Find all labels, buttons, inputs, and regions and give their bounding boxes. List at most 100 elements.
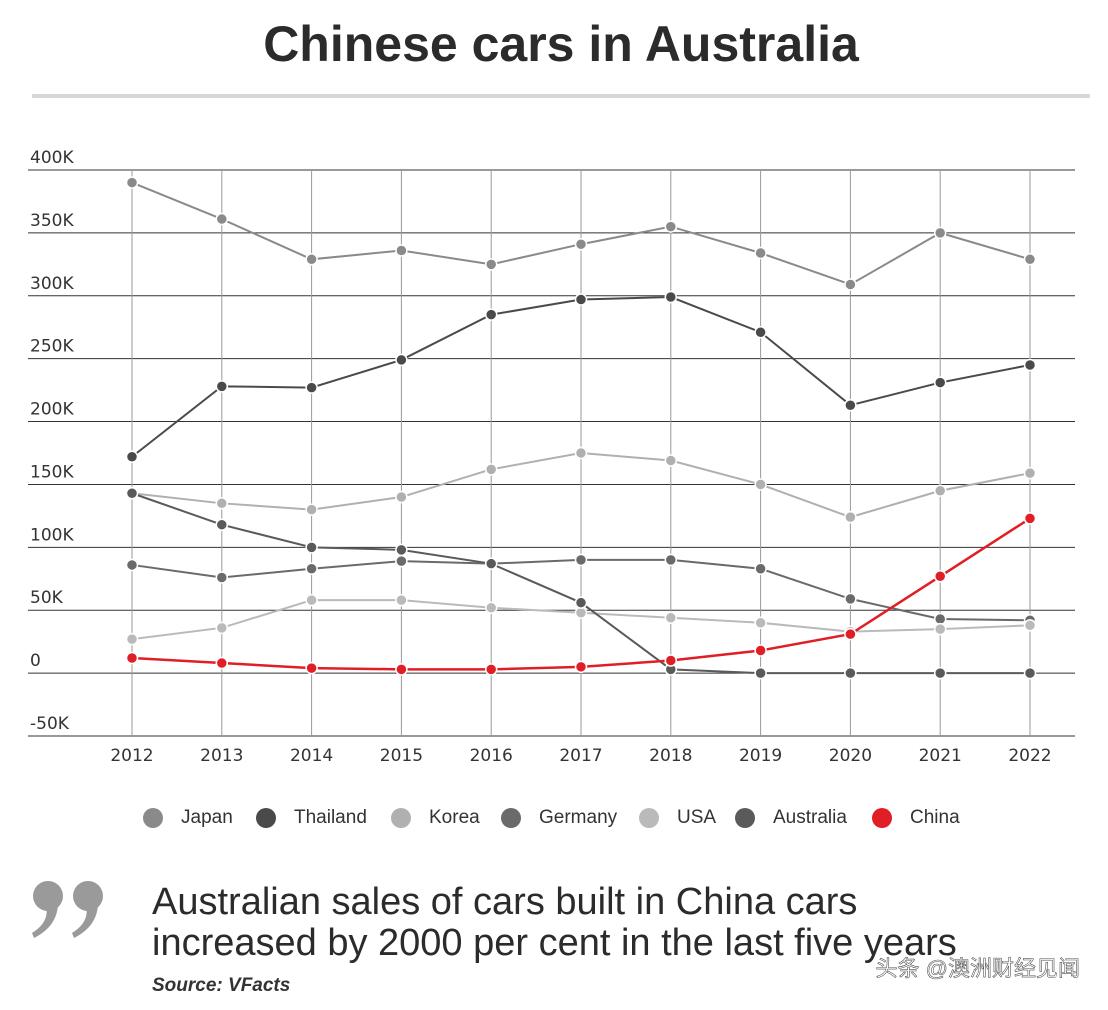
data-point: [844, 510, 857, 524]
data-point: [125, 558, 139, 572]
quote-mark: [32, 881, 103, 938]
data-point: [844, 666, 857, 680]
legend-marker: [501, 808, 521, 828]
legend-label: Germany: [539, 807, 618, 828]
y-tick-label: 200K: [30, 400, 74, 420]
data-point: [215, 518, 229, 531]
legend-marker: [872, 808, 892, 828]
data-point: [395, 593, 408, 607]
data-point: [1023, 619, 1037, 632]
data-point: [1023, 666, 1037, 680]
data-point: [305, 562, 318, 575]
data-point: [215, 212, 229, 226]
data-point: [125, 651, 139, 665]
data-point: [215, 497, 229, 510]
data-point: [484, 601, 498, 614]
data-point: [574, 293, 588, 306]
data-point: [215, 656, 229, 670]
data-point: [484, 463, 498, 476]
data-point: [1023, 253, 1037, 266]
data-point: [305, 381, 318, 394]
data-point: [664, 553, 678, 567]
data-point: [664, 290, 678, 304]
data-point: [305, 593, 318, 607]
data-point: [125, 450, 139, 464]
y-tick-label: 300K: [30, 274, 74, 294]
data-point: [933, 376, 947, 389]
data-point: [484, 308, 498, 321]
data-point: [574, 553, 588, 567]
x-tick-label: 2015: [380, 746, 423, 766]
data-point: [395, 490, 408, 504]
legend-label: Thailand: [294, 807, 367, 828]
data-point: [664, 611, 678, 625]
data-point: [395, 353, 408, 367]
data-point: [664, 454, 678, 467]
x-tick-label: 2019: [739, 746, 782, 766]
data-point: [844, 278, 857, 291]
y-tick-label: 0: [30, 651, 41, 671]
x-tick-label: 2018: [649, 746, 692, 766]
legend-marker: [639, 808, 659, 828]
source: Source: VFacts: [152, 975, 290, 996]
legend-marker: [735, 808, 755, 828]
data-point: [754, 666, 767, 680]
data-point: [844, 592, 857, 606]
data-point: [1023, 466, 1037, 480]
quote-line: Australian sales of cars built in China …: [152, 881, 857, 923]
data-point: [305, 253, 318, 266]
data-point: [125, 176, 139, 189]
data-point: [395, 663, 408, 676]
data-point: [125, 486, 139, 500]
watermark: 头条 @澳洲财经见闻: [876, 956, 1080, 981]
data-point: [754, 326, 767, 339]
x-tick-label: 2021: [919, 746, 962, 766]
data-point: [125, 632, 139, 646]
x-tick-label: 2020: [829, 746, 872, 766]
data-point: [395, 543, 408, 557]
data-point: [574, 237, 588, 251]
legend-marker: [391, 808, 411, 828]
y-tick-label: 350K: [30, 211, 74, 231]
legend-marker: [143, 808, 163, 828]
data-point: [664, 654, 678, 667]
title-rule: [32, 94, 1090, 98]
x-tick-label: 2012: [110, 746, 153, 766]
legend-label: Japan: [181, 807, 233, 828]
data-point: [1023, 512, 1037, 525]
x-tick-label: 2014: [290, 746, 333, 766]
quote-line: increased by 2000 per cent in the last f…: [152, 922, 957, 964]
data-point: [933, 484, 947, 497]
data-point: [754, 478, 767, 491]
data-point: [305, 541, 318, 554]
data-point: [574, 660, 588, 674]
data-point: [484, 557, 498, 570]
x-tick-label: 2016: [470, 746, 513, 766]
data-point: [754, 246, 767, 260]
data-point: [215, 571, 229, 584]
y-tick-label: 100K: [30, 525, 74, 545]
data-point: [933, 666, 947, 680]
data-point: [484, 663, 498, 676]
data-point: [305, 661, 318, 675]
x-tick-label: 2022: [1008, 746, 1051, 766]
x-tick-label: 2017: [559, 746, 602, 766]
data-point: [933, 226, 947, 240]
data-point: [574, 596, 588, 609]
y-tick-label: 250K: [30, 337, 74, 357]
data-point: [1023, 358, 1037, 372]
data-point: [754, 616, 767, 630]
data-point: [933, 570, 947, 583]
legend-label: Korea: [429, 807, 480, 828]
legend-label: China: [910, 807, 960, 828]
y-tick-label: 50K: [30, 588, 64, 608]
chart-title: Chinese cars in Australia: [263, 16, 860, 72]
data-point: [844, 398, 857, 412]
y-tick-label: 400K: [30, 148, 74, 168]
legend-label: USA: [677, 807, 716, 828]
legend-marker: [256, 808, 276, 828]
y-tick-label: -50K: [30, 714, 70, 734]
data-point: [215, 380, 229, 393]
y-tick-label: 150K: [30, 462, 74, 482]
